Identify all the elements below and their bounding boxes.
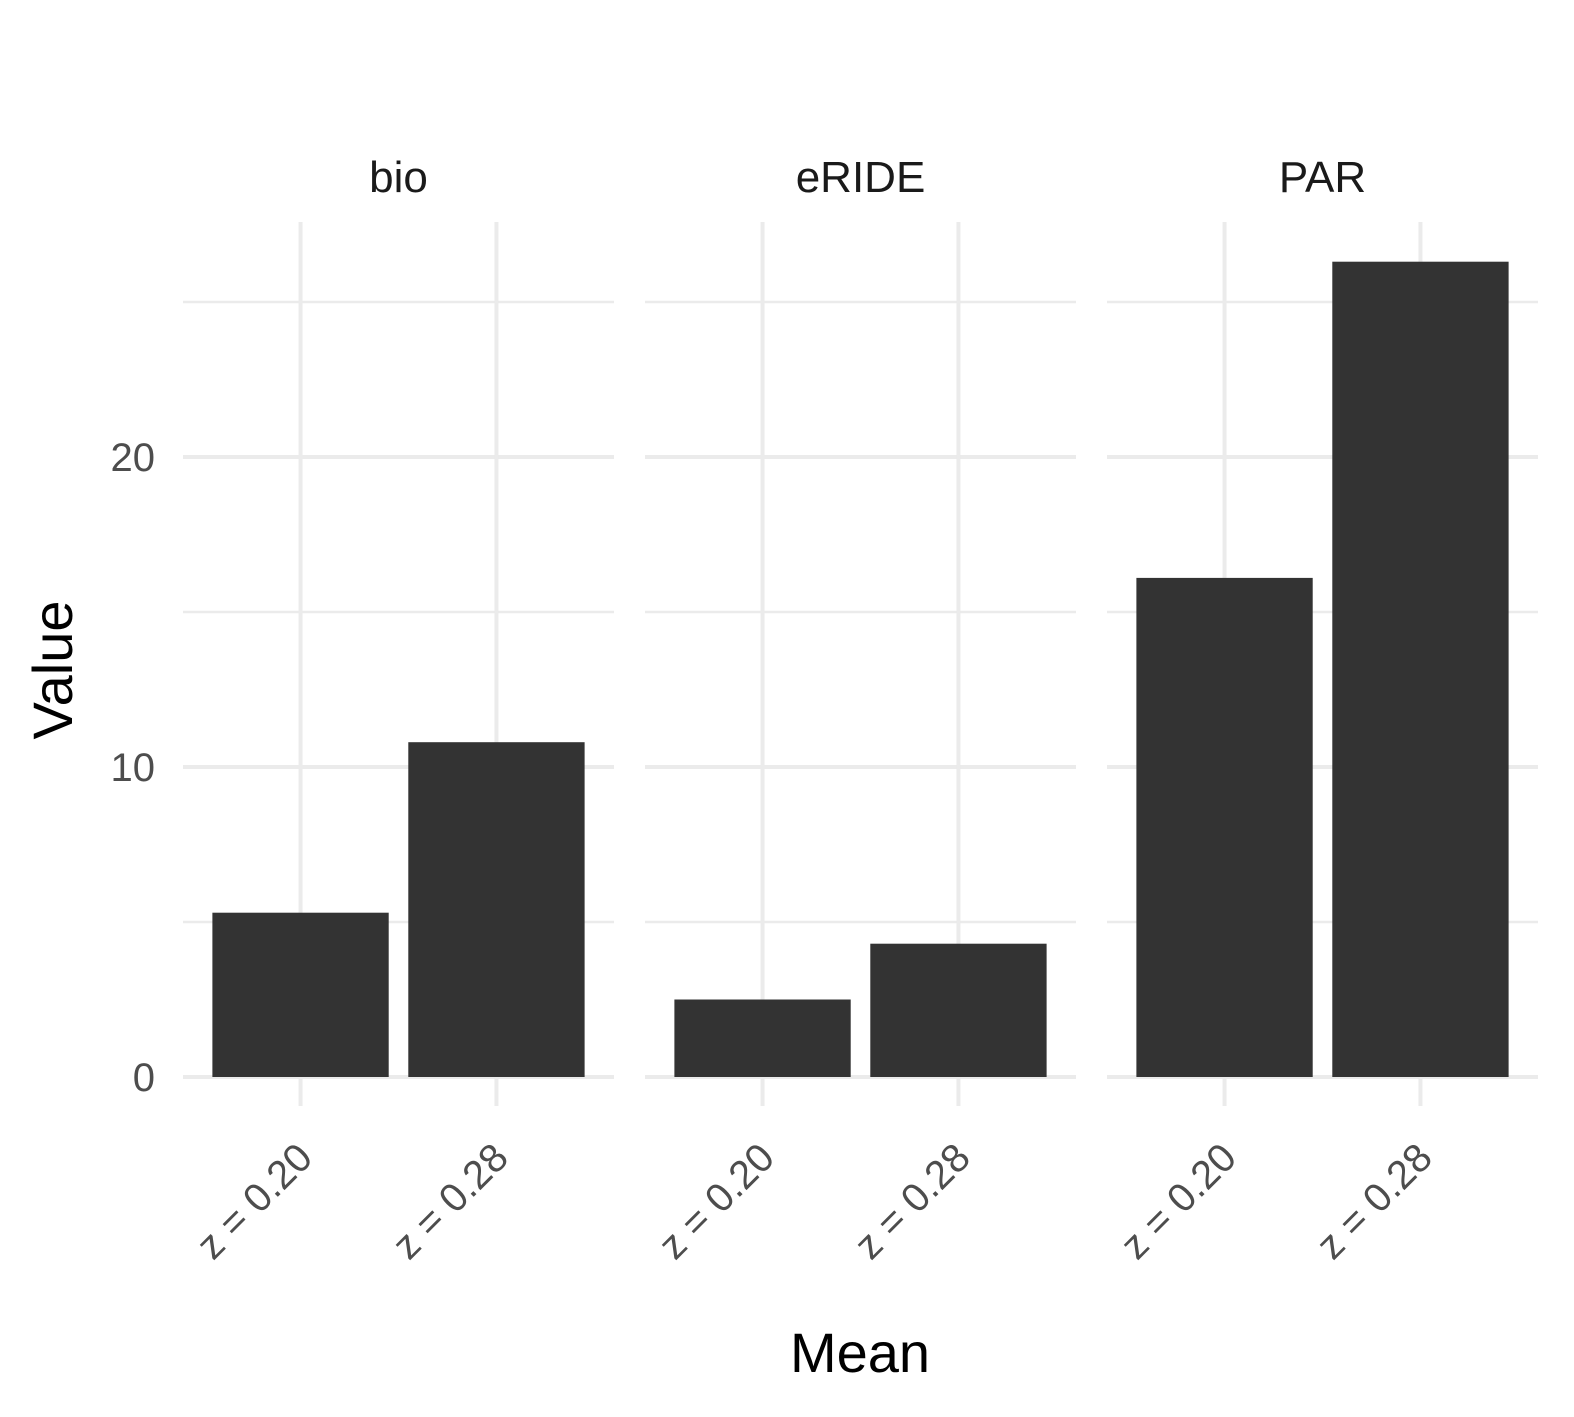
x-tick-label: z = 0.28 bbox=[1308, 1135, 1441, 1268]
bar-eride-1 bbox=[674, 999, 851, 1077]
y-tick-label: 10 bbox=[111, 746, 156, 790]
bar-eride-2 bbox=[870, 943, 1047, 1077]
x-tick-label: z = 0.28 bbox=[384, 1135, 517, 1268]
bar-bio-1 bbox=[212, 912, 389, 1077]
facet-label: bio bbox=[369, 153, 428, 202]
x-tick-label: z = 0.20 bbox=[188, 1135, 321, 1268]
chart-panels: bio z = 0.20 z = 0.28 eRIDE z = 0.20 z = 0.28… bbox=[183, 153, 1538, 1268]
y-axis-title: Value bbox=[21, 600, 84, 739]
panel-eride: eRIDE z = 0.20 z = 0.28 bbox=[645, 153, 1076, 1268]
x-tick-label: z = 0.20 bbox=[650, 1135, 783, 1268]
facet-label: PAR bbox=[1279, 153, 1366, 202]
panel-bio: bio z = 0.20 z = 0.28 bbox=[183, 153, 614, 1268]
y-tick-label: 20 bbox=[111, 436, 156, 480]
facet-label: eRIDE bbox=[796, 153, 926, 202]
x-axis-title: Mean bbox=[790, 1321, 930, 1384]
y-axis-ticks: 0 10 20 bbox=[111, 436, 156, 1100]
x-tick-label: z = 0.28 bbox=[846, 1135, 979, 1268]
x-tick-label: z = 0.20 bbox=[1112, 1135, 1245, 1268]
panel-par: PAR z = 0.20 z = 0.28 bbox=[1107, 153, 1538, 1268]
y-tick-label: 0 bbox=[133, 1056, 155, 1100]
bar-par-2 bbox=[1332, 261, 1509, 1077]
bar-bio-2 bbox=[408, 742, 585, 1077]
bar-par-1 bbox=[1136, 577, 1313, 1077]
